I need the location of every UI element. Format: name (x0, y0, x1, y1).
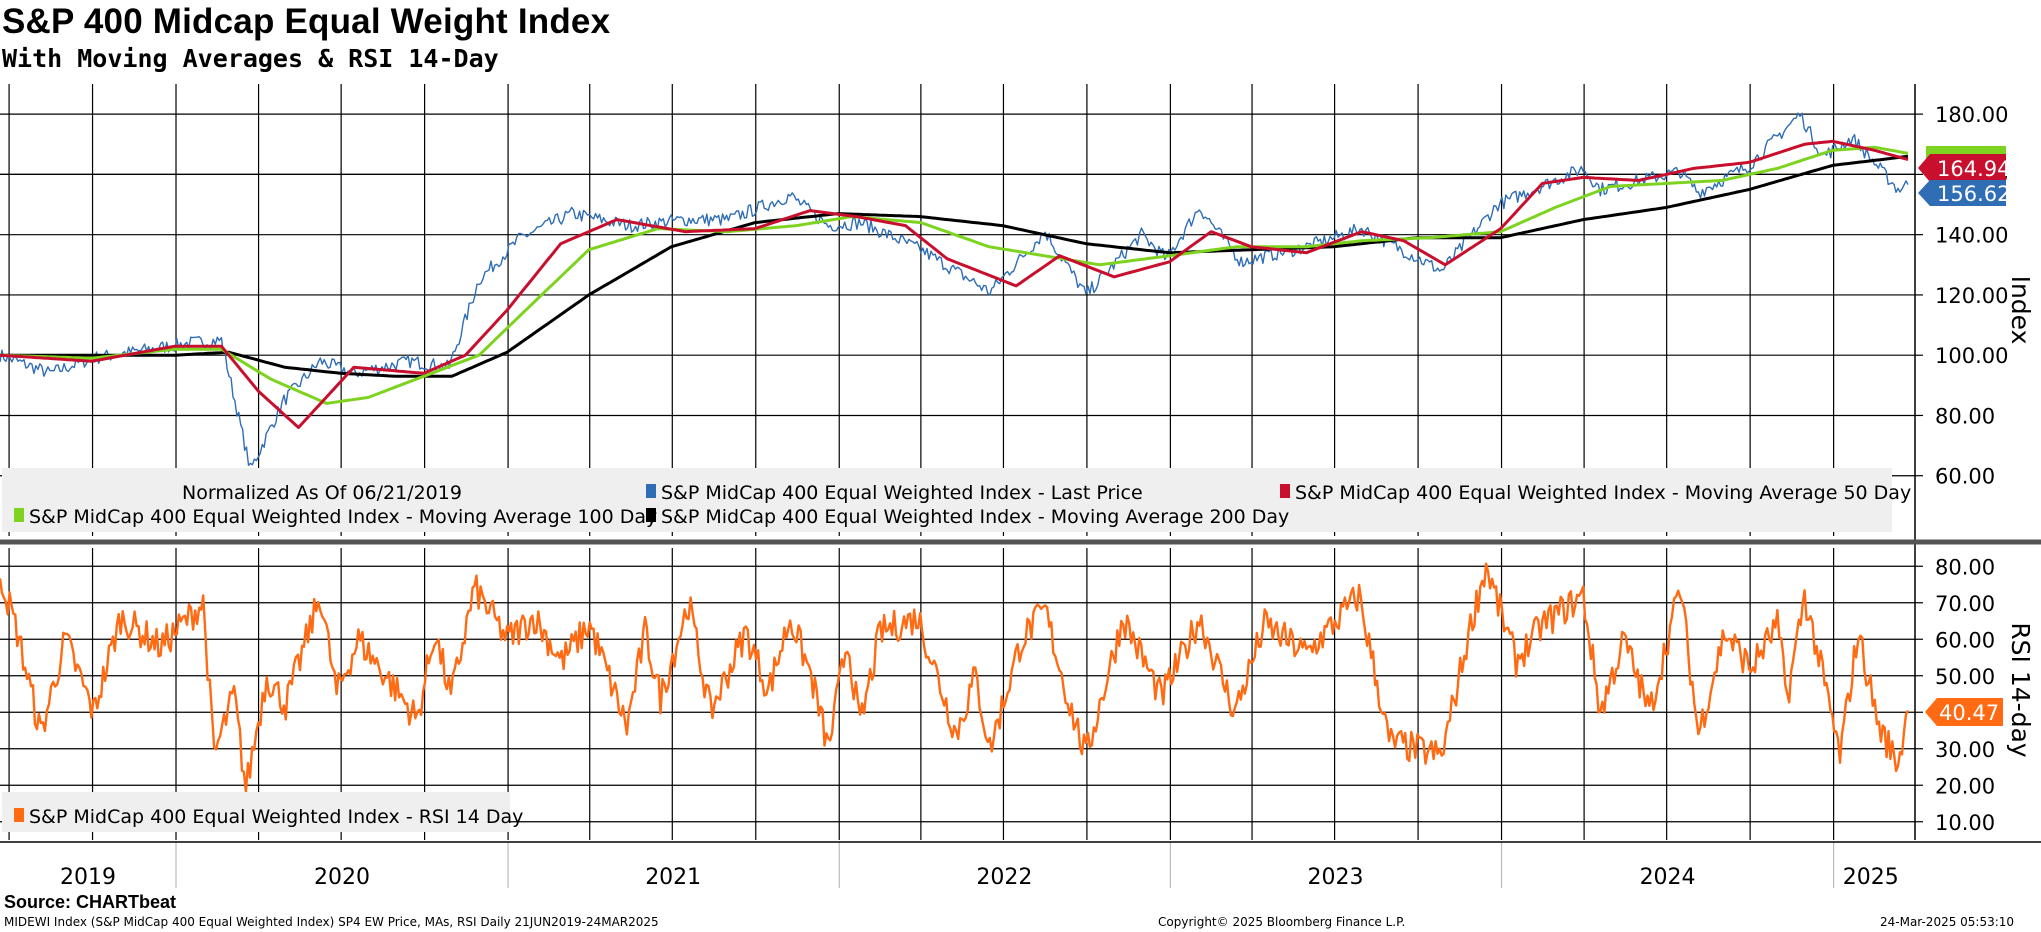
price-tick-label: 140.00 (1935, 224, 2008, 248)
price-tick-label: 120.00 (1935, 284, 2008, 308)
series-line-rsi (0, 562, 1910, 794)
tag-price-value: 156.62 (1937, 182, 2010, 206)
year-label-2019: 2019 (60, 865, 116, 890)
legend-swatch-ma100 (14, 508, 24, 522)
series-line-ma100 (0, 145, 1909, 405)
tag-rsi-shape (1925, 698, 2003, 726)
rsi-panel (0, 562, 1910, 794)
rsi-tick-label: 80.00 (1935, 555, 1995, 579)
source-note: Source: CHARTbeat (4, 892, 177, 912)
tag-price-shape (1918, 180, 2006, 206)
rsi-legend-background (2, 792, 510, 832)
rsi-tick-label: 30.00 (1935, 738, 1995, 762)
rsi-axis-title: RSI 14-day (2006, 622, 2035, 758)
year-label-2021: 2021 (645, 865, 701, 890)
tag-ma50-value: 164.94 (1937, 157, 2010, 181)
series-line-ma200 (0, 154, 1909, 378)
footer-description: MIDEWI Index (S&P MidCap 400 Equal Weigh… (4, 915, 659, 929)
year-label-2023: 2023 (1308, 865, 1364, 890)
price-tick-label: 60.00 (1935, 465, 1995, 489)
tag-rsi-value: 40.47 (1939, 701, 1999, 725)
legend-swatch-rsi (14, 808, 24, 822)
rsi-tick-label: 20.00 (1935, 774, 1995, 798)
chart-subtitle: With Moving Averages & RSI 14-Day (2, 44, 499, 73)
legend-note: Normalized As Of 06/21/2019 (182, 482, 462, 504)
legend-item-ma200: S&P MidCap 400 Equal Weighted Index - Mo… (661, 506, 1289, 528)
series-line-ma50 (0, 139, 1909, 429)
legend-item-ma100: S&P MidCap 400 Equal Weighted Index - Mo… (29, 506, 657, 528)
last-value-tags: 164.94 156.62 40.47 (1918, 146, 2010, 726)
legend-item-price: S&P MidCap 400 Equal Weighted Index - La… (661, 482, 1143, 504)
rsi-tick-label: 60.00 (1935, 628, 1995, 652)
rsi-legend: S&P MidCap 400 Equal Weighted Index - RS… (2, 792, 523, 832)
footer-timestamp: 24-Mar-2025 05:53:10 (1880, 915, 2015, 929)
price-tick-label: 100.00 (1935, 344, 2008, 368)
grid (0, 84, 1915, 840)
footer-copyright: Copyright© 2025 Bloomberg Finance L.P. (1158, 915, 1406, 929)
year-label-2024: 2024 (1640, 865, 1696, 890)
chart-title: S&P 400 Midcap Equal Weight Index (2, 2, 611, 41)
price-tick-label: 180.00 (1935, 103, 2008, 127)
rsi-tick-label: 50.00 (1935, 665, 1995, 689)
legend-item-rsi: S&P MidCap 400 Equal Weighted Index - RS… (29, 806, 523, 828)
year-label-2025: 2025 (1843, 865, 1899, 890)
price-panel (0, 112, 1909, 466)
year-label-2022: 2022 (976, 865, 1032, 890)
price-tick-label: 80.00 (1935, 404, 1995, 428)
legend-swatch-ma200 (646, 508, 656, 522)
price-legend: Normalized As Of 06/21/2019 S&P MidCap 4… (2, 468, 1911, 532)
price-legend-background (2, 468, 1892, 532)
legend-swatch-price (646, 484, 656, 498)
year-label-2020: 2020 (314, 865, 370, 890)
legend-item-ma50: S&P MidCap 400 Equal Weighted Index - Mo… (1295, 482, 1911, 504)
tag-ma50-shape (1918, 154, 2006, 182)
price-axis-title: Index (2006, 276, 2035, 345)
legend-swatch-ma50 (1280, 484, 1290, 498)
rsi-tick-label: 70.00 (1935, 592, 1995, 616)
rsi-tick-label: 10.00 (1935, 811, 1995, 835)
